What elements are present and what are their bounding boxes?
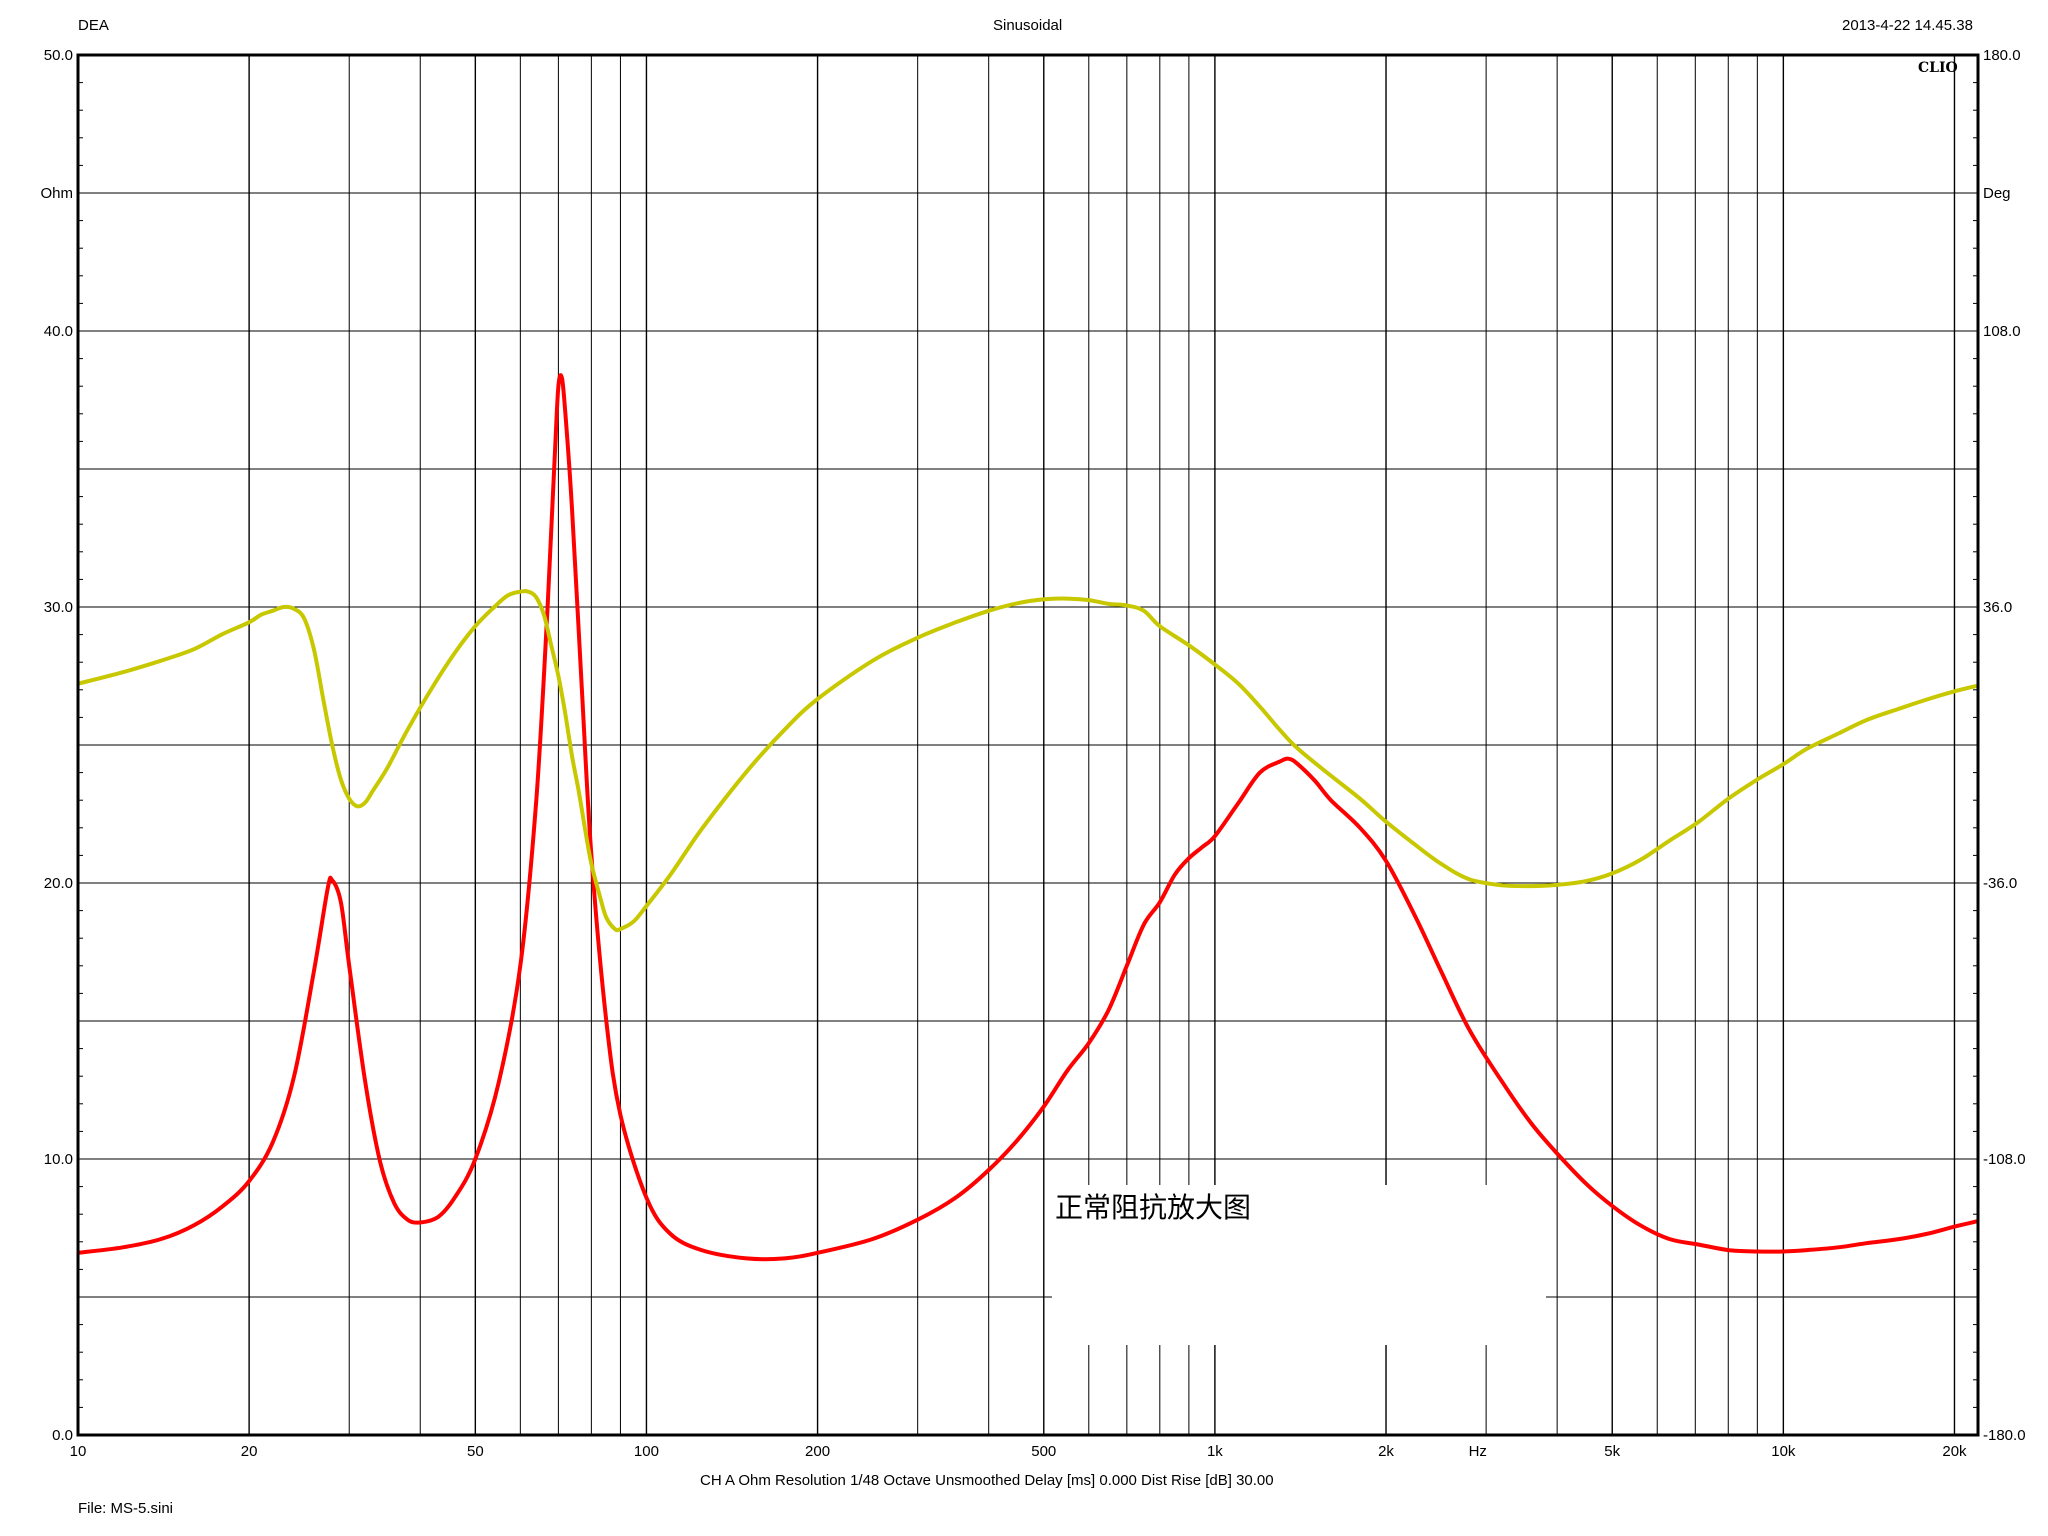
x-tick-label: 500 [1031,1443,1056,1460]
series-group [77,373,1979,1262]
x-tick-label: 100 [634,1443,659,1460]
header-center-label: Sinusoidal [993,17,1063,34]
x-tick-label: 10k [1771,1443,1796,1460]
x-tick-label: 50 [467,1443,484,1460]
impedance-series-line [77,373,1979,1262]
left-y-tick-label: 40.0 [44,323,73,340]
x-tick-label: 10 [70,1443,87,1460]
annotation-text: 正常阻抗放大图 [1055,1191,1252,1224]
left-y-tick-label: 10.0 [44,1151,73,1168]
clio-logo: CLIO [1918,60,1958,76]
left-y-unit-label: Ohm [40,185,73,202]
right-y-tick-label: -108.0 [1983,1151,2026,1168]
x-tick-label: 20k [1942,1443,1967,1460]
header-left-label: DEA [78,17,109,34]
right-y-tick-label: 180.0 [1983,47,2021,64]
x-tick-label: 20 [241,1443,258,1460]
left-y-tick-label: 30.0 [44,599,73,616]
x-unit-label: Hz [1469,1443,1487,1460]
right-y-unit-label: Deg [1983,185,2011,202]
axis-tick-marks [78,82,1978,1408]
right-y-tick-label: 36.0 [1983,599,2012,616]
right-y-tick-label: 108.0 [1983,323,2021,340]
x-tick-label: 200 [805,1443,830,1460]
left-y-tick-label: 20.0 [44,875,73,892]
axis-labels: 0.0 10.0 20.0 30.0 40.0 50.0 Ohm 180.0 108.0 36.0… [40,47,2025,1460]
x-tick-label: 2k [1378,1443,1394,1460]
x-tick-label: 1k [1207,1443,1223,1460]
phase-series-line [77,589,1979,933]
x-tick-label: 5k [1604,1443,1620,1460]
header-timestamp: 2013-4-22 14.45.38 [1842,17,1973,34]
right-y-tick-label: -180.0 [1983,1427,2026,1444]
left-y-tick-label: 50.0 [44,47,73,64]
annotation-mask [1052,1185,1546,1345]
settings-summary: CH A Ohm Resolution 1/48 Octave Unsmooth… [700,1472,1274,1489]
right-y-tick-label: -36.0 [1983,875,2017,892]
left-y-tick-label: 0.0 [52,1427,73,1444]
file-name: File: MS-5.sini [78,1500,174,1517]
